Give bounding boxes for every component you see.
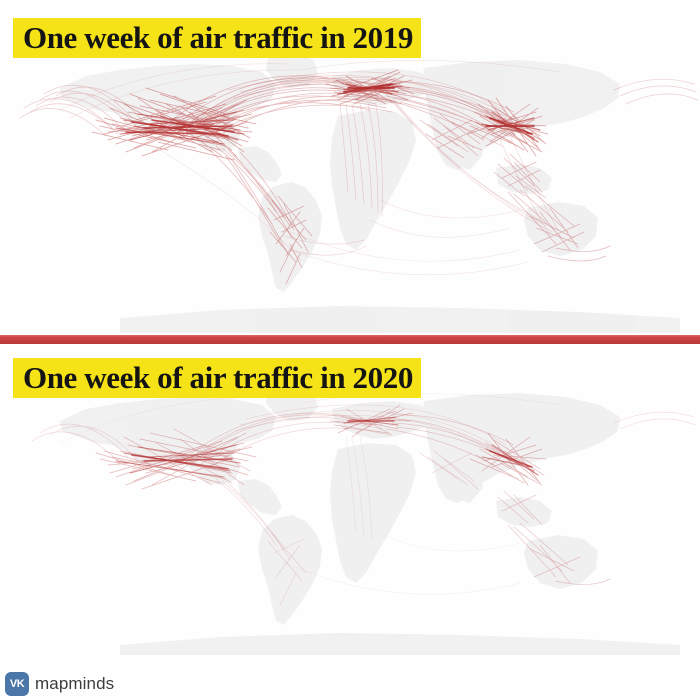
- air-traffic-map-2020: [31, 387, 697, 655]
- panel-2019: [0, 0, 700, 333]
- panel-2020: [0, 345, 700, 655]
- air-traffic-map-2019: [19, 54, 699, 333]
- map-land-layer-2020: [60, 387, 680, 655]
- flight-routes-2020: [31, 393, 697, 606]
- page-title-2020: One week of air traffic in 2020: [13, 358, 421, 398]
- vk-logo-icon: VK: [5, 672, 29, 696]
- flight-routes-2019: [19, 60, 699, 285]
- watermark-label: mapminds: [35, 674, 115, 693]
- title-2019-wrapper: One week of air traffic in 2019: [13, 18, 421, 58]
- title-2020-wrapper: One week of air traffic in 2020: [13, 358, 421, 398]
- map-land-layer-2019: [60, 54, 680, 333]
- watermark: VK mapminds: [5, 672, 114, 696]
- section-divider: [0, 335, 700, 344]
- page-title-2019: One week of air traffic in 2019: [13, 18, 421, 58]
